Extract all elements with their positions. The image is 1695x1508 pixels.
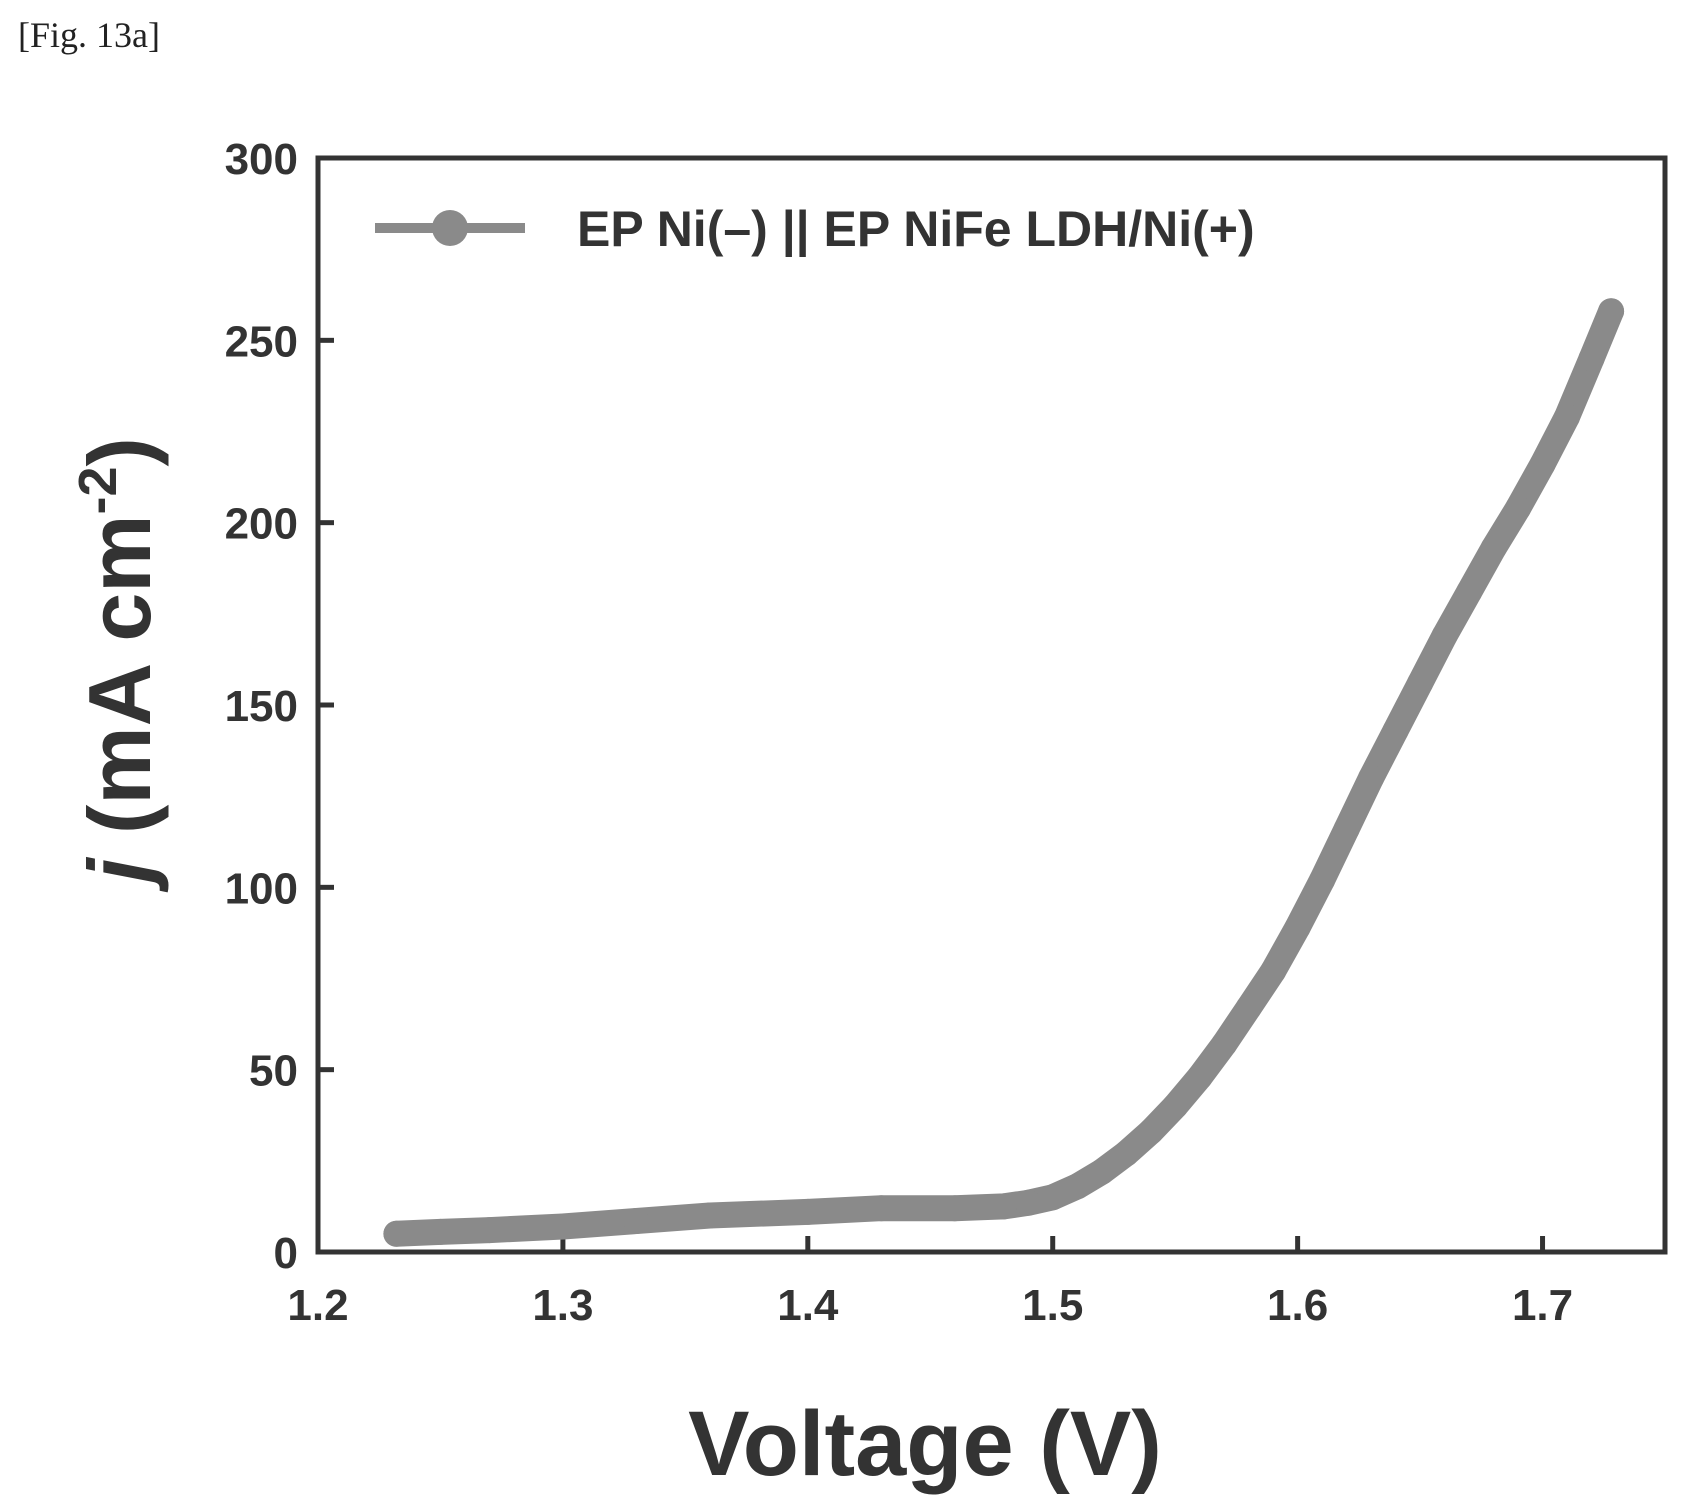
data-point [1211, 1031, 1238, 1058]
data-point [990, 1193, 1017, 1220]
plot-border [315, 155, 1668, 1255]
y-tick-label: 200 [225, 500, 298, 549]
data-point [1382, 717, 1409, 744]
data-point [1529, 451, 1556, 478]
y-tick-label: 50 [249, 1047, 298, 1096]
data-point [1456, 579, 1483, 605]
data-point [1064, 1173, 1091, 1200]
data-point [941, 1195, 968, 1222]
x-tick-label: 1.2 [287, 1281, 348, 1330]
y-axis-title-symbol: j [70, 857, 169, 893]
x-tick-label: 1.6 [1267, 1281, 1328, 1330]
data-point [1505, 495, 1532, 522]
x-axis-title: Voltage (V) [688, 1393, 1162, 1495]
data-point [1260, 958, 1287, 985]
data-point [1407, 670, 1434, 697]
data-point [1554, 403, 1580, 430]
data-point [549, 1213, 576, 1240]
data-point [1235, 994, 1262, 1021]
legend-marker [432, 210, 468, 246]
data-point [794, 1198, 821, 1225]
y-axis-title: j (mA cm-2) [68, 437, 169, 893]
data-point [1598, 298, 1625, 325]
y-tick-label: 150 [225, 682, 298, 731]
data-point [1480, 535, 1507, 562]
x-tick-label: 1.3 [532, 1281, 593, 1330]
y-tick-label: 300 [225, 135, 298, 184]
data-point [1431, 622, 1458, 649]
data-point [476, 1217, 503, 1244]
data-point [1162, 1093, 1189, 1120]
figure-label: [Fig. 13a] [18, 15, 160, 55]
data-point [1015, 1189, 1042, 1216]
data-point [427, 1218, 454, 1245]
x-tick-label: 1.5 [1022, 1281, 1083, 1330]
y-axis-title-units: (mA cm [70, 514, 169, 858]
data-point [623, 1208, 650, 1234]
data-point [1113, 1140, 1140, 1167]
legend-label: EP Ni(–) || EP NiFe LDH/Ni(+) [577, 201, 1255, 258]
series-group [383, 298, 1625, 1247]
y-tick-label: 250 [225, 317, 298, 366]
data-point [1186, 1064, 1213, 1090]
y-tick-label: 100 [225, 864, 298, 913]
plot-frame [315, 155, 1668, 1255]
legend: EP Ni(–) || EP NiFe LDH/Ni(+) [375, 201, 1255, 258]
series-line [383, 298, 1625, 1247]
y-axis: 0 50 100 150 200 250 300 [225, 135, 334, 1278]
data-point [1284, 914, 1311, 941]
data-point [1088, 1158, 1115, 1185]
y-axis-title-exponent: -2 [68, 466, 128, 514]
y-tick-label: 0 [274, 1229, 298, 1278]
x-axis: 1.2 1.3 1.4 1.5 1.6 1.7 [287, 1236, 1573, 1330]
data-point [1309, 867, 1336, 893]
data-point [383, 1220, 410, 1247]
data-point [1039, 1184, 1066, 1211]
x-tick-label: 1.4 [777, 1281, 839, 1330]
data-point [1578, 345, 1605, 372]
y-axis-title-close: ) [70, 437, 169, 466]
data-point [1333, 816, 1360, 842]
x-tick-label: 1.7 [1512, 1281, 1573, 1330]
data-point [1358, 764, 1385, 791]
data-point [696, 1202, 723, 1229]
data-point [1137, 1118, 1164, 1145]
data-point [868, 1195, 895, 1222]
